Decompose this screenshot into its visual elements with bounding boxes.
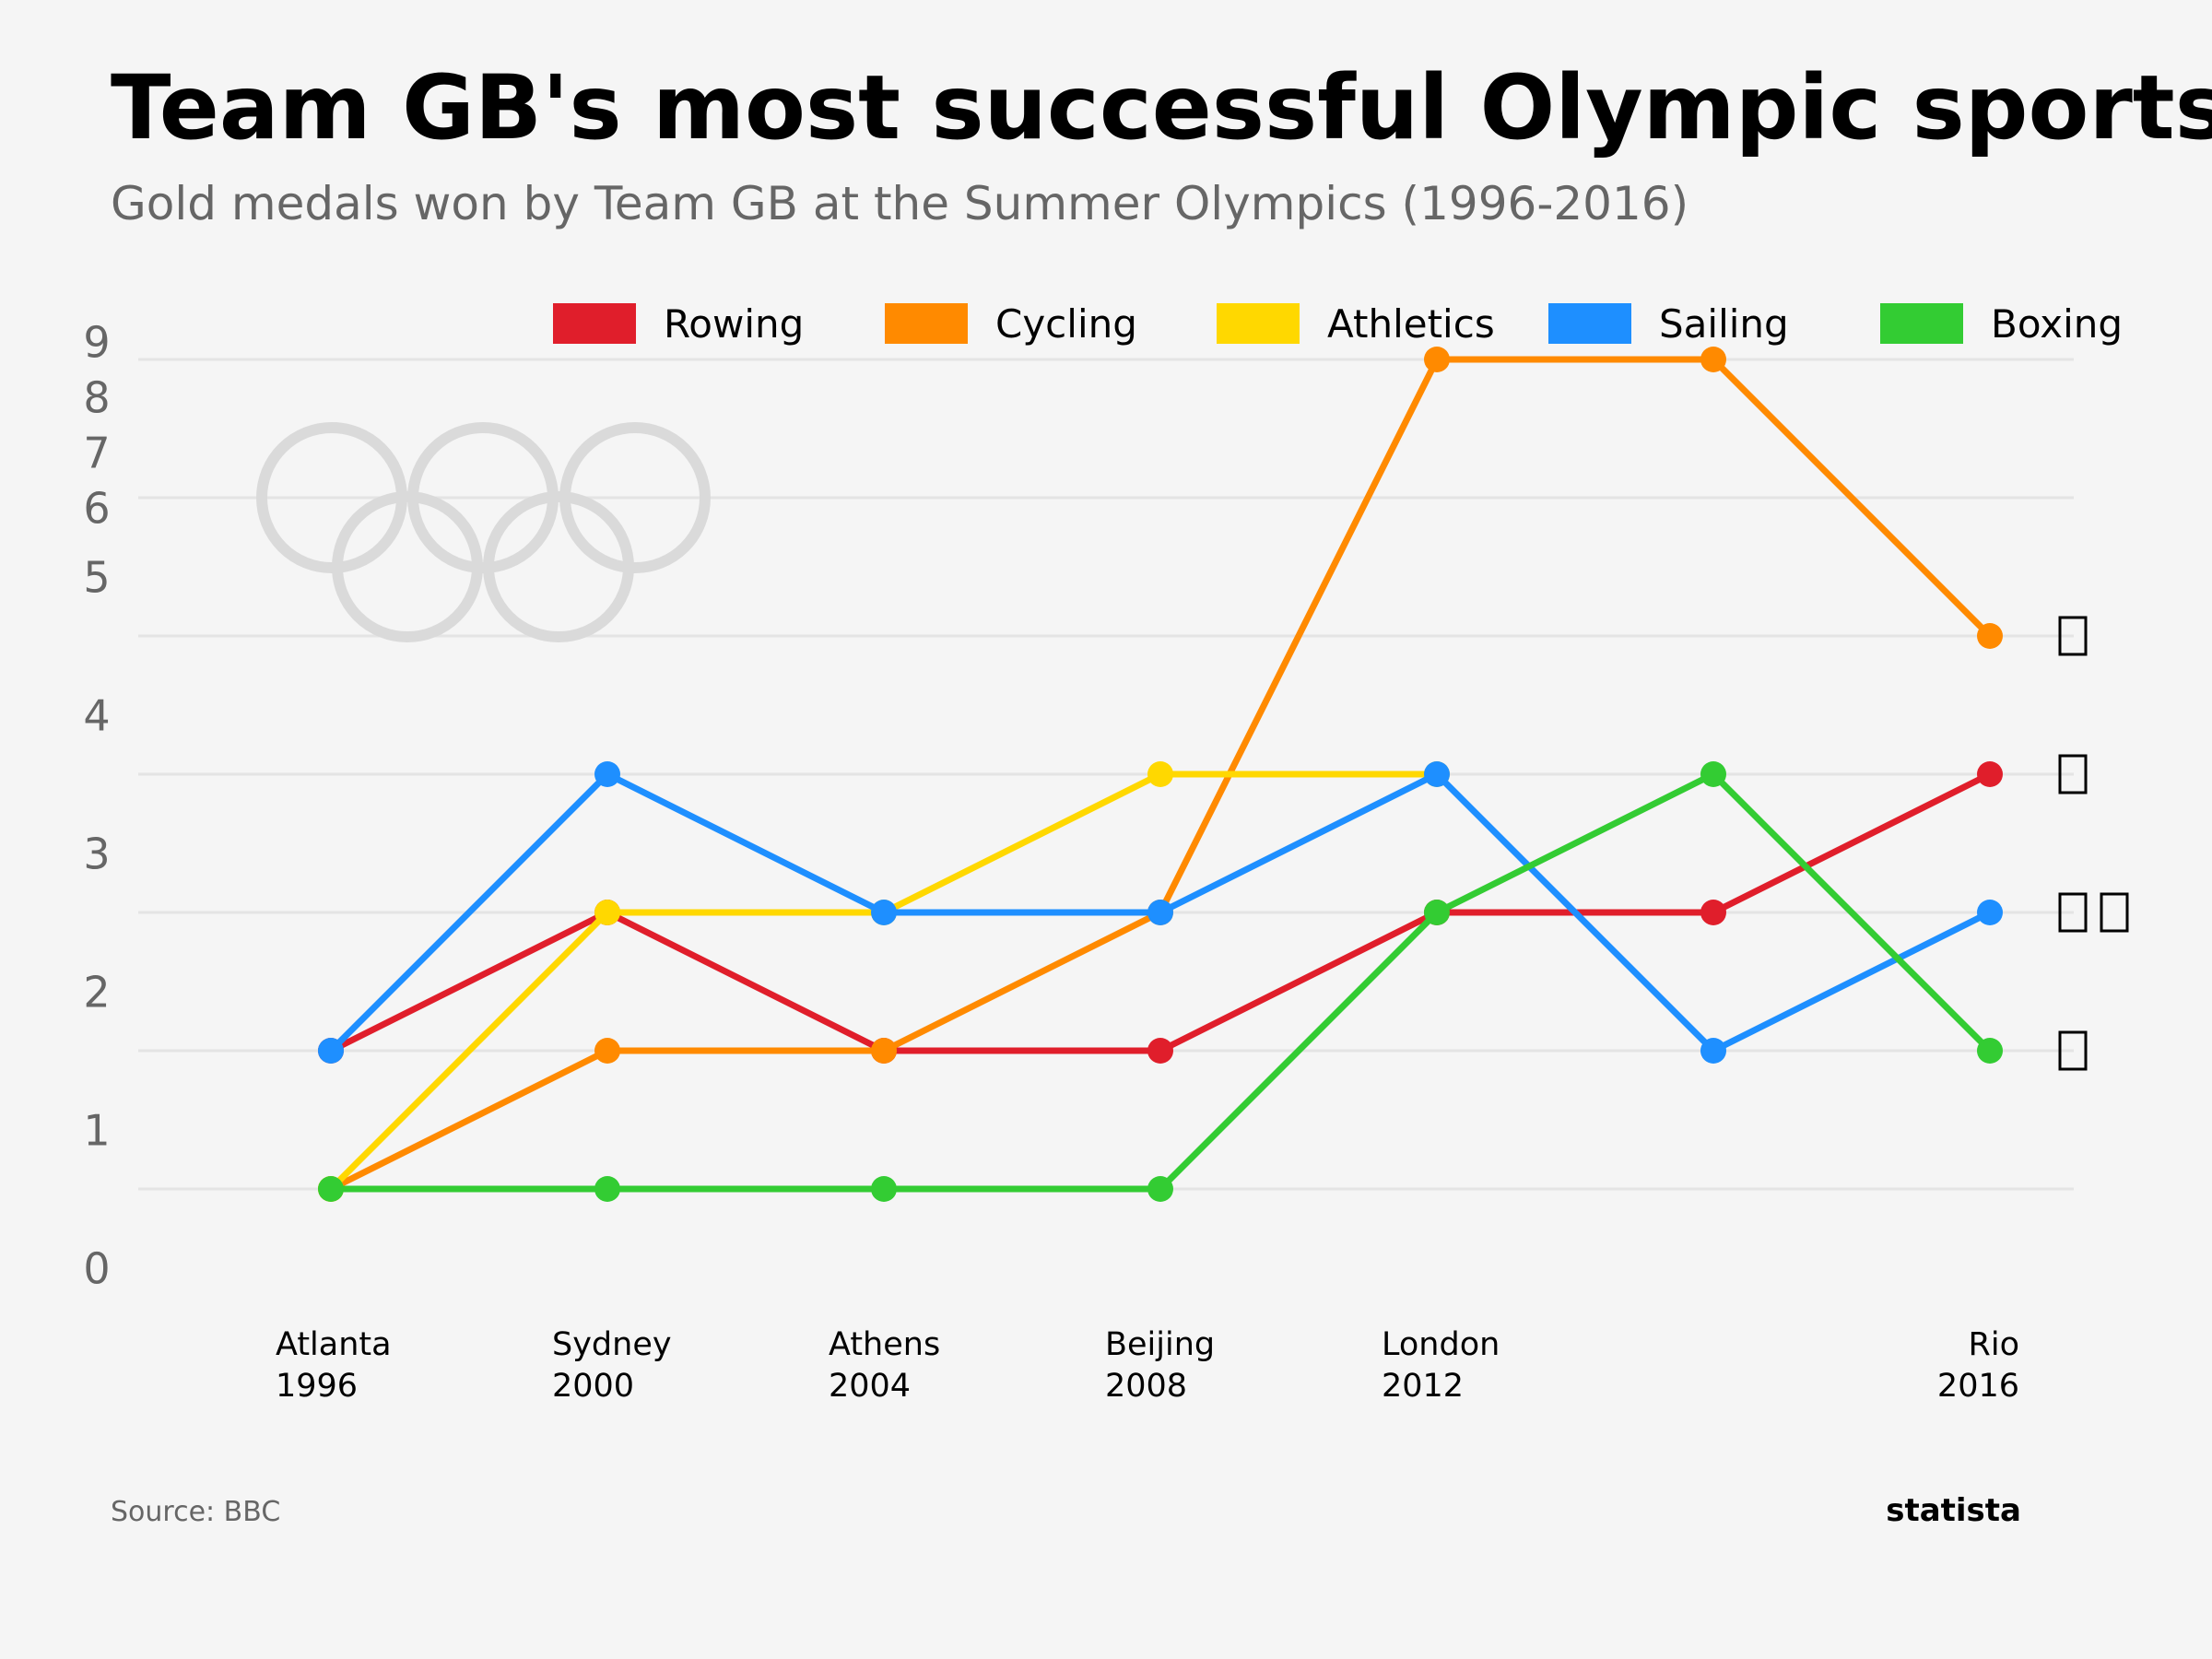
legend-swatch: [1548, 303, 1631, 344]
x-tick-year: 2004: [829, 1368, 911, 1405]
legend-label: Rowing: [664, 301, 804, 347]
chart-subtitle: Gold medals won by Team GB at the Summer…: [111, 177, 1688, 230]
data-point-cycling[interactable]: [1700, 347, 1726, 372]
data-point-boxing[interactable]: [1977, 1038, 2003, 1064]
x-tick-venue: Rio: [1969, 1326, 2019, 1363]
legend-label: Cycling: [995, 301, 1137, 347]
data-point-rowing[interactable]: [1977, 761, 2003, 787]
y-tick-label: 5: [83, 553, 110, 603]
series-boxing: [318, 761, 2003, 1202]
brand-logo[interactable]: statista: [1886, 1492, 2021, 1529]
data-point-boxing[interactable]: [594, 1176, 620, 1202]
trophy-icon: [2100, 892, 2129, 933]
data-point-boxing[interactable]: [1700, 761, 1726, 787]
source-note: Source: BBC: [111, 1496, 280, 1528]
data-point-sailing[interactable]: [871, 900, 897, 925]
data-point-boxing[interactable]: [871, 1176, 897, 1202]
chart-title: Team GB's most successful Olympic sports: [111, 56, 2212, 159]
legend-swatch: [553, 303, 636, 344]
ring-4: [332, 491, 483, 642]
legend-label: Boxing: [1991, 301, 2123, 347]
data-point-boxing[interactable]: [1424, 900, 1450, 925]
x-tick-year: 1996: [276, 1368, 358, 1405]
ring-5: [483, 491, 634, 642]
data-point-sailing[interactable]: [1147, 900, 1173, 925]
legend: Rowing Cycling Athletics Sailing Boxing: [553, 301, 2123, 347]
legend-item-rowing[interactable]: Rowing: [553, 301, 804, 347]
x-tick-venue: Beijing: [1105, 1326, 1215, 1363]
y-tick-label: 4: [83, 691, 110, 741]
x-tick-year: 2016: [1937, 1368, 2019, 1405]
x-tick-venue: London: [1382, 1326, 1500, 1363]
data-point-sailing[interactable]: [318, 1038, 344, 1064]
x-tick-label-athens: Athens 2004: [829, 1326, 940, 1405]
data-point-rowing[interactable]: [1700, 900, 1726, 925]
boxing-glove-icon: [2058, 1030, 2088, 1071]
y-tick-label: 6: [83, 484, 110, 534]
legend-label: Sailing: [1659, 301, 1789, 347]
data-point-sailing[interactable]: [1700, 1038, 1726, 1064]
x-tick-venue: Atlanta: [276, 1326, 392, 1363]
data-point-boxing[interactable]: [1147, 1176, 1173, 1202]
data-point-athletics[interactable]: [594, 900, 620, 925]
series-line-athletics: [328, 771, 1437, 1192]
series-lines: [318, 347, 2003, 1202]
y-tick-label: 9: [83, 318, 110, 368]
series-sailing: [318, 761, 2003, 1064]
x-tick-label-beijing: Beijing 2008: [1105, 1326, 1215, 1405]
x-tick-year: 2012: [1382, 1368, 1464, 1405]
y-tick-label: 8: [83, 373, 110, 423]
data-point-sailing[interactable]: [1424, 761, 1450, 787]
y-tick-label: 7: [83, 429, 110, 478]
y-axis-ticks: 0 1 2 3 4 5 6 7 89: [83, 318, 110, 1294]
legend-item-boxing[interactable]: Boxing: [1880, 301, 2123, 347]
legend-swatch: [885, 303, 968, 344]
sailboat-icon: [2058, 892, 2088, 933]
data-point-sailing[interactable]: [1977, 900, 2003, 925]
legend-label: Athletics: [1327, 301, 1495, 347]
bicycle-icon: [2058, 616, 2088, 656]
x-axis-ticks: Atlanta 1996 Sydney 2000 Athens 2004 Beijing 20…: [276, 1326, 2019, 1405]
x-tick-venue: Athens: [829, 1326, 940, 1363]
legend-swatch: [1217, 303, 1300, 344]
legend-item-athletics[interactable]: Athletics: [1217, 301, 1495, 347]
data-point-cycling[interactable]: [1424, 347, 1450, 372]
legend-item-cycling[interactable]: Cycling: [885, 301, 1137, 347]
y-tick-label: 1: [83, 1106, 110, 1156]
legend-swatch: [1880, 303, 1963, 344]
y-tick-label: 0: [83, 1244, 110, 1294]
x-tick-year: 2008: [1105, 1368, 1187, 1405]
data-point-athletics[interactable]: [1147, 761, 1173, 787]
series-end-icons: [2058, 616, 2129, 1071]
x-tick-label-sydney: Sydney 2000: [552, 1326, 672, 1405]
data-point-rowing[interactable]: [1147, 1038, 1173, 1064]
y-tick-label: 2: [83, 968, 110, 1018]
x-tick-label-atlanta: Atlanta 1996: [276, 1326, 392, 1405]
y-tick-label: 3: [83, 830, 110, 879]
series-athletics: [318, 761, 1450, 1202]
data-point-cycling[interactable]: [871, 1038, 897, 1064]
data-point-cycling[interactable]: [594, 1038, 620, 1064]
olympic-rings-icon: [256, 422, 711, 642]
x-tick-label-rio: Rio 2016: [1937, 1326, 2019, 1405]
x-tick-venue: Sydney: [552, 1326, 672, 1363]
series-line-boxing: [331, 771, 1993, 1193]
x-tick-label-london: London 2012: [1382, 1326, 1500, 1405]
x-tick-year: 2000: [552, 1368, 634, 1405]
rowing-boat-icon: [2058, 754, 2088, 794]
data-point-cycling[interactable]: [1977, 623, 2003, 649]
gridlines: [138, 358, 2074, 1191]
data-point-boxing[interactable]: [318, 1176, 344, 1202]
data-point-sailing[interactable]: [594, 761, 620, 787]
legend-item-sailing[interactable]: Sailing: [1548, 301, 1789, 347]
